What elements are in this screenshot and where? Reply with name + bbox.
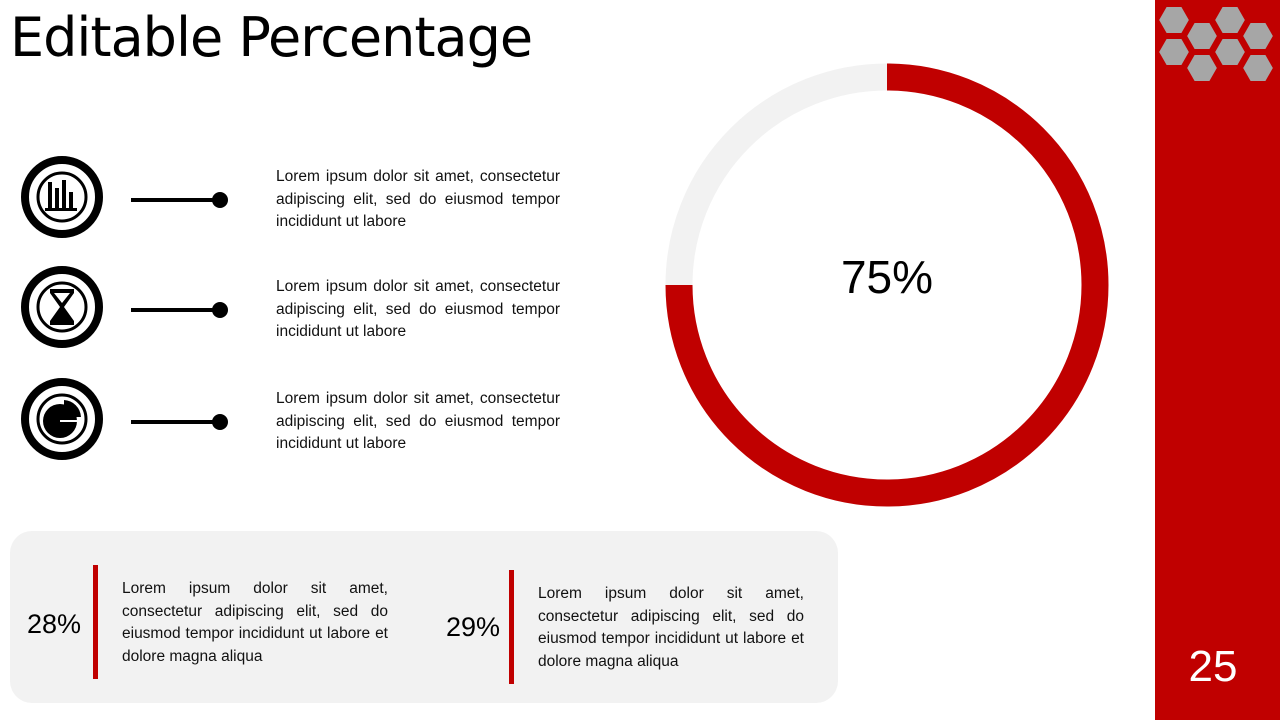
stat-value: 28% <box>27 609 82 639</box>
accent-bar <box>93 565 98 679</box>
page-number: 25 <box>1188 642 1238 691</box>
hexagons <box>1156 5 1276 83</box>
stat-text: Lorem ipsum dolor sit amet, consectetur … <box>122 580 388 665</box>
icon-bar-chart <box>21 156 103 238</box>
side-band <box>1155 0 1280 720</box>
item-text: Lorem ipsum dolor sit amet, consectetur … <box>276 168 560 230</box>
item-text: Lorem ipsum dolor sit amet, consectetur … <box>276 278 560 340</box>
accent-bar <box>509 570 514 684</box>
icon-hourglass <box>21 266 103 348</box>
stats-panel <box>10 531 838 703</box>
donut-arc <box>665 63 1109 507</box>
donut-label: 75% <box>840 251 934 303</box>
stat-value: 29% <box>446 612 501 642</box>
connectors <box>131 192 228 430</box>
stat-text: Lorem ipsum dolor sit amet, consectetur … <box>538 585 804 670</box>
title: Editable Percentage <box>10 6 533 69</box>
item-text: Lorem ipsum dolor sit amet, consectetur … <box>276 390 560 452</box>
icon-pie <box>21 378 103 460</box>
